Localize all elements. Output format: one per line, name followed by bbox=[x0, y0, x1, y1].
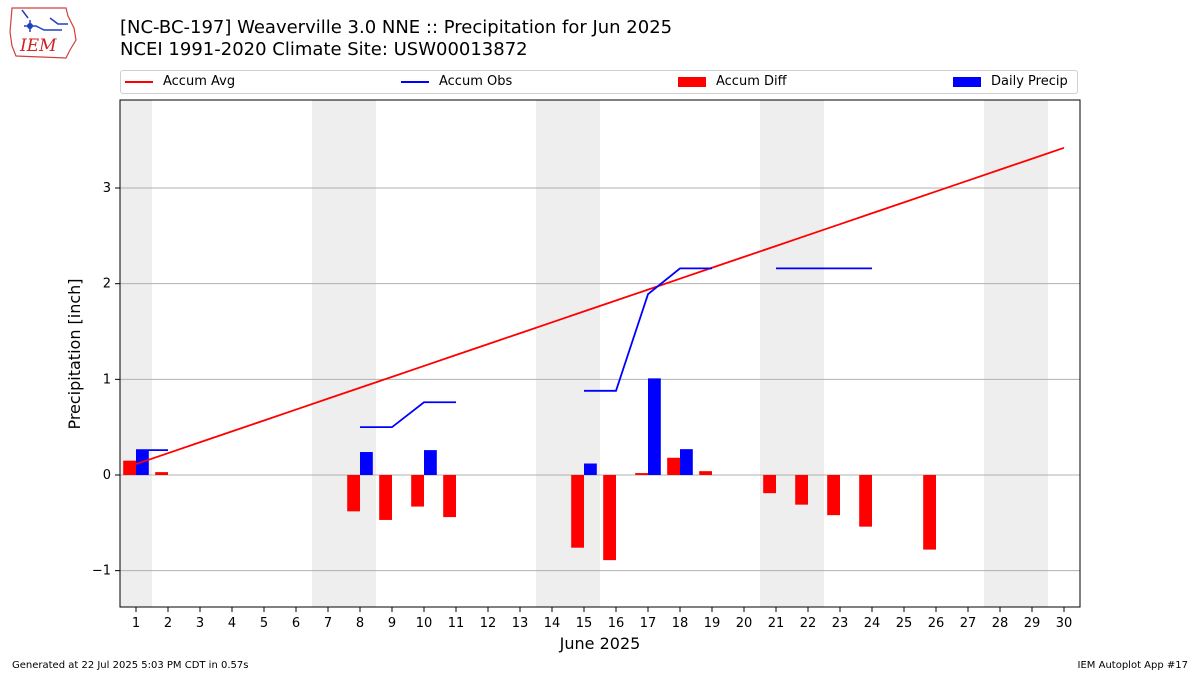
x-tick-label: 8 bbox=[356, 616, 364, 631]
x-tick-label: 2 bbox=[164, 616, 172, 631]
accum-diff-bar bbox=[827, 474, 840, 516]
logo-text: IEM bbox=[19, 36, 57, 56]
accum-obs-line bbox=[584, 267, 712, 392]
legend: Accum Avg Accum Obs Accum Diff Daily Pre… bbox=[120, 70, 1078, 94]
x-tick-label: 15 bbox=[576, 616, 593, 631]
weekend-band bbox=[1016, 100, 1048, 607]
legend-label-accum-diff: Accum Diff bbox=[716, 74, 787, 89]
weekend-band bbox=[984, 100, 1016, 607]
y-tick-label: 3 bbox=[103, 181, 111, 196]
weekend-band bbox=[760, 100, 792, 607]
daily-precip-bar bbox=[424, 450, 437, 475]
x-tick-label: 14 bbox=[544, 616, 561, 631]
accum-diff-bar bbox=[347, 474, 360, 512]
daily-precip-bar bbox=[360, 452, 373, 475]
x-tick-label: 30 bbox=[1056, 616, 1073, 631]
x-tick-label: 22 bbox=[800, 616, 817, 631]
accum-diff-bar bbox=[635, 473, 648, 475]
legend-swatch-accum-diff bbox=[678, 76, 706, 87]
legend-swatch-accum-avg bbox=[125, 80, 153, 83]
weekend-band bbox=[312, 100, 344, 607]
legend-label-accum-obs: Accum Obs bbox=[439, 74, 513, 89]
accum-diff-bar bbox=[667, 457, 680, 475]
x-tick-label: 21 bbox=[768, 616, 785, 631]
y-tick-label: 1 bbox=[103, 372, 111, 387]
weekend-band bbox=[792, 100, 824, 607]
lines bbox=[135, 146, 1065, 465]
chart-subtitle: NCEI 1991-2020 Climate Site: USW00013872 bbox=[120, 39, 528, 60]
accum-diff-bar bbox=[155, 472, 168, 475]
footer-app: IEM Autoplot App #17 bbox=[1077, 660, 1188, 671]
legend-item-accum-diff: Accum Diff bbox=[678, 74, 787, 89]
accum-diff-bar bbox=[859, 474, 872, 527]
x-tick-label: 6 bbox=[292, 616, 300, 631]
x-tick-label: 9 bbox=[388, 616, 396, 631]
legend-label-accum-avg: Accum Avg bbox=[163, 74, 236, 89]
y-tick-label: −1 bbox=[92, 564, 111, 579]
chart-title: [NC-BC-197] Weaverville 3.0 NNE :: Preci… bbox=[120, 17, 673, 38]
x-tick-label: 28 bbox=[992, 616, 1009, 631]
accum-obs-line bbox=[360, 401, 456, 429]
daily-precip-bar bbox=[648, 378, 661, 475]
weekend-band bbox=[120, 100, 152, 607]
y-tick-label: 2 bbox=[103, 277, 111, 292]
legend-item-accum-avg: Accum Avg bbox=[125, 74, 235, 89]
weekend-band bbox=[344, 100, 376, 607]
accum-diff-bar bbox=[411, 474, 424, 507]
accum-diff-bar bbox=[795, 474, 808, 505]
x-tick-label: 24 bbox=[864, 616, 881, 631]
daily-precip-bar bbox=[584, 463, 597, 475]
x-tick-label: 12 bbox=[480, 616, 497, 631]
x-tick-label: 1 bbox=[132, 616, 140, 631]
accum-diff-bar bbox=[379, 474, 392, 520]
x-tick-label: 18 bbox=[672, 616, 689, 631]
iem-logo: IEM bbox=[8, 6, 82, 60]
legend-swatch-accum-obs bbox=[401, 80, 429, 83]
x-tick-label: 5 bbox=[260, 616, 268, 631]
accum-diff-bar bbox=[603, 474, 616, 561]
y-axis-label: Precipitation [inch] bbox=[65, 278, 84, 429]
accum-diff-bar bbox=[763, 474, 776, 494]
daily-precip-bar bbox=[680, 449, 693, 475]
x-tick-label: 19 bbox=[704, 616, 721, 631]
legend-item-accum-obs: Accum Obs bbox=[401, 74, 512, 89]
gridlines bbox=[120, 187, 1080, 572]
footer-generated: Generated at 22 Jul 2025 5:03 PM CDT in … bbox=[12, 660, 249, 671]
x-tick-label: 16 bbox=[608, 616, 625, 631]
x-tick-label: 20 bbox=[736, 616, 753, 631]
x-tick-label: 10 bbox=[416, 616, 433, 631]
x-tick-label: 17 bbox=[640, 616, 657, 631]
legend-label-daily-precip: Daily Precip bbox=[991, 74, 1068, 89]
weekend-band bbox=[536, 100, 568, 607]
accum-diff-bar bbox=[123, 460, 136, 475]
x-tick-label: 25 bbox=[896, 616, 913, 631]
bars bbox=[123, 378, 936, 561]
x-tick-label: 26 bbox=[928, 616, 945, 631]
accum-diff-bar bbox=[443, 474, 456, 518]
accum-diff-bar bbox=[571, 474, 584, 548]
x-tick-label: 3 bbox=[196, 616, 204, 631]
x-tick-label: 29 bbox=[1024, 616, 1041, 631]
x-axis-label: June 2025 bbox=[559, 634, 641, 653]
legend-item-daily-precip: Daily Precip bbox=[953, 74, 1068, 89]
x-tick-label: 11 bbox=[448, 616, 465, 631]
y-tick-label: 0 bbox=[103, 468, 111, 483]
plot-frame bbox=[119, 99, 1081, 608]
legend-swatch-daily-precip bbox=[953, 76, 981, 87]
x-tick-label: 13 bbox=[512, 616, 529, 631]
accum-diff-bar bbox=[699, 471, 712, 475]
x-tick-label: 23 bbox=[832, 616, 849, 631]
accum-diff-bar bbox=[923, 474, 936, 550]
x-tick-label: 7 bbox=[324, 616, 332, 631]
x-tick-label: 27 bbox=[960, 616, 977, 631]
accum-avg-line bbox=[135, 146, 1065, 465]
x-tick-label: 4 bbox=[228, 616, 236, 631]
